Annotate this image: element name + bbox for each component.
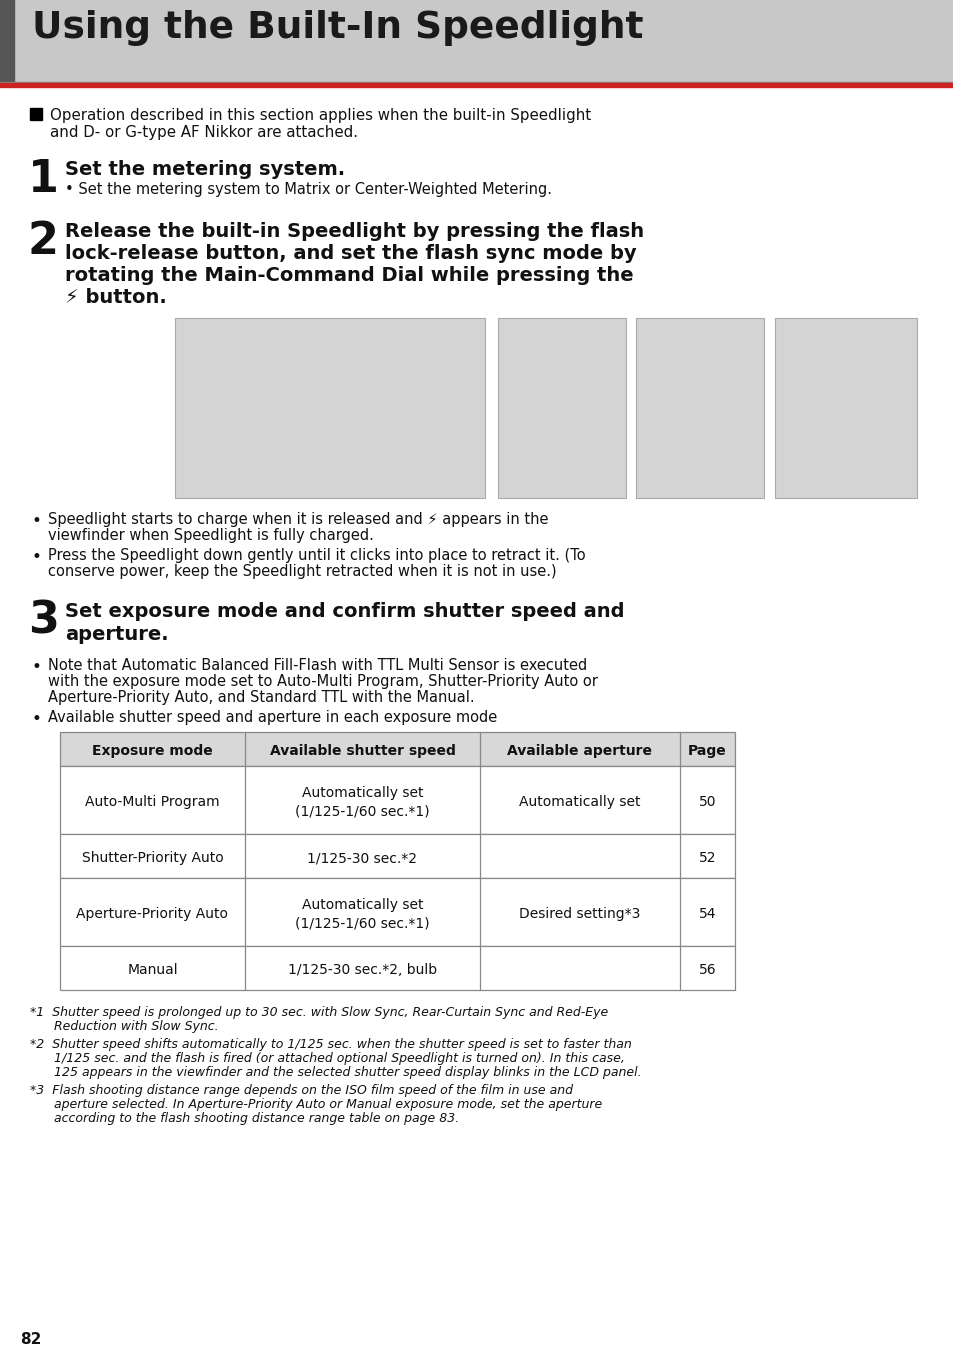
Text: Reduction with Slow Sync.: Reduction with Slow Sync.: [30, 1020, 218, 1033]
Text: *2  Shutter speed shifts automatically to 1/125 sec. when the shutter speed is s: *2 Shutter speed shifts automatically to…: [30, 1039, 631, 1051]
Text: Automatically set: Automatically set: [518, 795, 640, 808]
Text: 1/125 sec. and the flash is fired (or attached optional Speedlight is turned on): 1/125 sec. and the flash is fired (or at…: [30, 1052, 624, 1066]
Bar: [60, 834, 734, 877]
Text: 54: 54: [698, 907, 716, 921]
Text: Auto-Multi Program: Auto-Multi Program: [85, 795, 219, 808]
Bar: [497, 318, 625, 498]
Text: 52: 52: [698, 852, 716, 865]
Text: according to the flash shooting distance range table on page 83.: according to the flash shooting distance…: [30, 1112, 458, 1125]
Text: •: •: [32, 548, 42, 566]
Text: Available shutter speed and aperture in each exposure mode: Available shutter speed and aperture in …: [48, 709, 497, 724]
Text: Release the built-in Speedlight by pressing the flash: Release the built-in Speedlight by press…: [65, 222, 643, 241]
Text: Aperture-Priority Auto, and Standard TTL with the Manual.: Aperture-Priority Auto, and Standard TTL…: [48, 691, 475, 705]
Text: Available aperture: Available aperture: [507, 743, 652, 758]
Bar: [60, 766, 734, 834]
Bar: [60, 877, 734, 946]
Text: rotating the Main-Command Dial while pressing the: rotating the Main-Command Dial while pre…: [65, 265, 633, 284]
Text: Page: Page: [687, 743, 726, 758]
Text: ⚡ button.: ⚡ button.: [65, 288, 167, 307]
Text: Available shutter speed: Available shutter speed: [270, 743, 455, 758]
Bar: [0, 83, 953, 87]
Text: 50: 50: [698, 795, 716, 808]
Text: • Set the metering system to Matrix or Center-Weighted Metering.: • Set the metering system to Matrix or C…: [65, 181, 552, 196]
Text: Desired setting*3: Desired setting*3: [518, 907, 640, 921]
Text: •: •: [32, 709, 42, 728]
Text: Shutter-Priority Auto: Shutter-Priority Auto: [82, 852, 223, 865]
Text: 3: 3: [28, 600, 59, 643]
Bar: [60, 946, 734, 990]
Text: •: •: [32, 512, 42, 529]
Bar: [30, 108, 42, 121]
Text: Speedlight starts to charge when it is released and ⚡ appears in the: Speedlight starts to charge when it is r…: [48, 512, 548, 527]
Text: Set exposure mode and confirm shutter speed and: Set exposure mode and confirm shutter sp…: [65, 603, 624, 621]
Text: 1/125-30 sec.*2, bulb: 1/125-30 sec.*2, bulb: [288, 963, 436, 978]
Text: Operation described in this section applies when the built-in Speedlight: Operation described in this section appl…: [50, 108, 591, 123]
Text: Press the Speedlight down gently until it clicks into place to retract it. (To: Press the Speedlight down gently until i…: [48, 548, 585, 563]
Bar: [636, 318, 763, 498]
Text: Automatically set
(1/125-1/60 sec.*1): Automatically set (1/125-1/60 sec.*1): [294, 898, 430, 930]
Text: viewfinder when Speedlight is fully charged.: viewfinder when Speedlight is fully char…: [48, 528, 374, 543]
Text: Exposure mode: Exposure mode: [92, 743, 213, 758]
Bar: [60, 733, 734, 766]
Text: Set the metering system.: Set the metering system.: [65, 160, 345, 179]
Text: Note that Automatic Balanced Fill-Flash with TTL Multi Sensor is executed: Note that Automatic Balanced Fill-Flash …: [48, 658, 587, 673]
Text: 2: 2: [28, 219, 59, 263]
Bar: [774, 318, 916, 498]
Text: 1/125-30 sec.*2: 1/125-30 sec.*2: [307, 852, 417, 865]
Text: 56: 56: [698, 963, 716, 978]
Text: 1: 1: [28, 158, 59, 200]
Text: and D- or G-type AF Nikkor are attached.: and D- or G-type AF Nikkor are attached.: [50, 125, 357, 139]
Text: Automatically set
(1/125-1/60 sec.*1): Automatically set (1/125-1/60 sec.*1): [294, 785, 430, 818]
Text: 82: 82: [20, 1332, 41, 1347]
Text: *1  Shutter speed is prolonged up to 30 sec. with Slow Sync, Rear-Curtain Sync a: *1 Shutter speed is prolonged up to 30 s…: [30, 1006, 608, 1020]
Text: Manual: Manual: [127, 963, 177, 978]
Text: aperture.: aperture.: [65, 626, 169, 645]
Text: conserve power, keep the Speedlight retracted when it is not in use.): conserve power, keep the Speedlight retr…: [48, 565, 556, 580]
Text: •: •: [32, 658, 42, 676]
Text: aperture selected. In Aperture-Priority Auto or Manual exposure mode, set the ap: aperture selected. In Aperture-Priority …: [30, 1098, 601, 1112]
Text: with the exposure mode set to Auto-Multi Program, Shutter-Priority Auto or: with the exposure mode set to Auto-Multi…: [48, 674, 598, 689]
Bar: [0, 0, 14, 83]
Text: Using the Built-In Speedlight: Using the Built-In Speedlight: [32, 9, 643, 46]
Text: 125 appears in the viewfinder and the selected shutter speed display blinks in t: 125 appears in the viewfinder and the se…: [30, 1066, 641, 1079]
Text: *3  Flash shooting distance range depends on the ISO film speed of the film in u: *3 Flash shooting distance range depends…: [30, 1085, 573, 1097]
Text: Aperture-Priority Auto: Aperture-Priority Auto: [76, 907, 229, 921]
Bar: [0, 0, 953, 83]
Text: lock-release button, and set the flash sync mode by: lock-release button, and set the flash s…: [65, 244, 636, 263]
Bar: [174, 318, 484, 498]
